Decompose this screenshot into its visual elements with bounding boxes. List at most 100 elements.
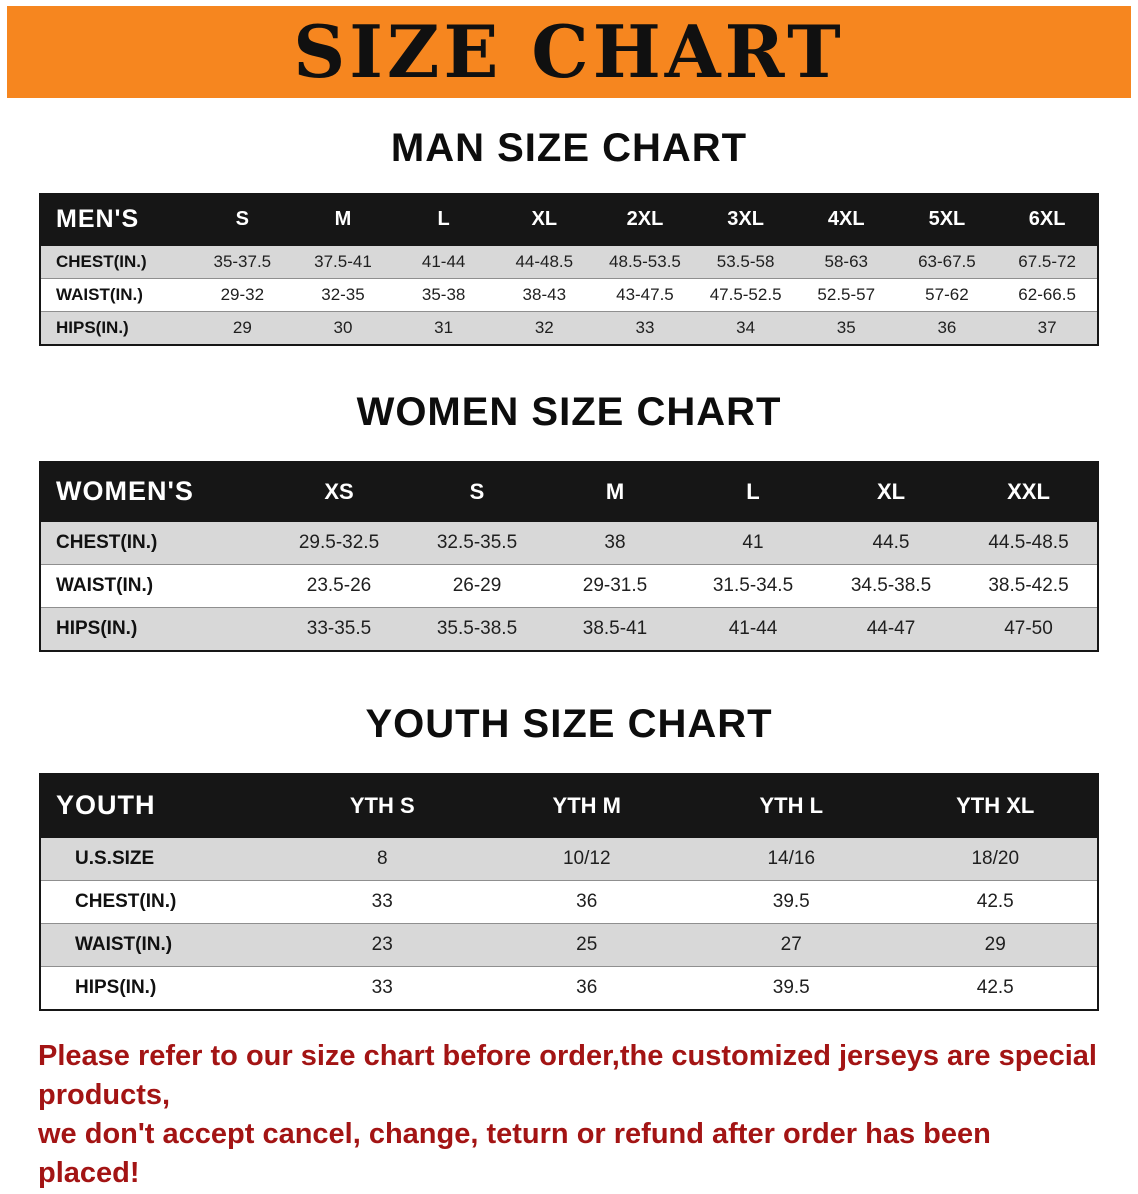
row-label-cell: HIPS(IN.): [40, 311, 192, 346]
value-cell: 35: [795, 311, 897, 346]
value-cell: 32.5-35.5: [408, 521, 546, 565]
page-title: SIZE CHART: [293, 9, 845, 94]
value-cell: 67.5-72: [997, 245, 1098, 279]
youth-section-heading: YOUTH SIZE CHART: [365, 702, 773, 746]
size-header-cell: 6XL: [997, 194, 1098, 246]
value-cell: 36: [484, 880, 689, 924]
value-cell: 44-47: [822, 607, 960, 652]
size-header-cell: S: [192, 194, 293, 246]
value-cell: 10/12: [484, 837, 689, 881]
value-cell: 32-35: [292, 278, 394, 312]
value-cell: 36: [484, 966, 689, 1011]
women-size-table: WOMEN'S XS S M L XL XXL CHEST(IN.) 29.5-32.5 32.5…: [39, 461, 1099, 652]
table-title-cell: YOUTH: [40, 774, 280, 838]
row-label-cell: WAIST(IN.): [40, 923, 280, 967]
value-cell: 29-32: [192, 278, 293, 312]
men-size-section: MAN SIZE CHART MEN'S S M L XL 2XL 3XL 4XL 5XL 6XL…: [0, 126, 1138, 346]
row-label-cell: WAIST(IN.): [40, 564, 270, 608]
value-cell: 41-44: [684, 607, 822, 652]
value-cell: 33-35.5: [270, 607, 408, 652]
size-header-cell: 4XL: [795, 194, 897, 246]
value-cell: 39.5: [689, 966, 894, 1011]
table-header-row: WOMEN'S XS S M L XL XXL: [40, 462, 1098, 522]
value-cell: 29: [893, 923, 1098, 967]
size-header-cell: L: [684, 462, 822, 522]
size-header-cell: YTH L: [689, 774, 894, 838]
value-cell: 37: [997, 311, 1098, 346]
row-label-cell: CHEST(IN.): [40, 880, 280, 924]
size-header-cell: L: [393, 194, 494, 246]
value-cell: 57-62: [896, 278, 998, 312]
value-cell: 31.5-34.5: [684, 564, 822, 608]
value-cell: 38.5-41: [546, 607, 684, 652]
value-cell: 36: [896, 311, 998, 346]
men-section-heading: MAN SIZE CHART: [390, 126, 748, 170]
table-row: CHEST(IN.) 35-37.5 37.5-41 41-44 44-48.5 48.5…: [40, 245, 1098, 279]
table-row: WAIST(IN.) 23 25 27 29: [40, 923, 1098, 967]
value-cell: 29: [192, 311, 293, 346]
value-cell: 34: [695, 311, 796, 346]
value-cell: 39.5: [689, 880, 894, 924]
table-row: U.S.SIZE 8 10/12 14/16 18/20: [40, 837, 1098, 881]
size-header-cell: XL: [493, 194, 595, 246]
value-cell: 33: [280, 880, 485, 924]
row-label-cell: U.S.SIZE: [40, 837, 280, 881]
men-size-table: MEN'S S M L XL 2XL 3XL 4XL 5XL 6XL CHEST(IN.) 35-37…: [39, 193, 1099, 346]
value-cell: 44.5-48.5: [960, 521, 1098, 565]
table-title-cell: WOMEN'S: [40, 462, 270, 522]
table-header-row: YOUTH YTH S YTH M YTH L YTH XL: [40, 774, 1098, 838]
value-cell: 63-67.5: [896, 245, 998, 279]
disclaimer-line-1: Please refer to our size chart before or…: [38, 1040, 1097, 1112]
table-title-cell: MEN'S: [40, 194, 192, 246]
value-cell: 38.5-42.5: [960, 564, 1098, 608]
row-label-cell: HIPS(IN.): [40, 607, 270, 652]
table-row: CHEST(IN.) 33 36 39.5 42.5: [40, 880, 1098, 924]
value-cell: 33: [594, 311, 696, 346]
size-header-cell: XS: [270, 462, 408, 522]
value-cell: 23.5-26: [270, 564, 408, 608]
size-header-cell: M: [292, 194, 394, 246]
size-header-cell: 5XL: [896, 194, 998, 246]
value-cell: 47-50: [960, 607, 1098, 652]
table-row: CHEST(IN.) 29.5-32.5 32.5-35.5 38 41 44.5 44.5…: [40, 521, 1098, 565]
size-header-cell: YTH XL: [893, 774, 1098, 838]
value-cell: 35-38: [393, 278, 494, 312]
value-cell: 23: [280, 923, 485, 967]
disclaimer: Please refer to our size chart before or…: [0, 1037, 1138, 1194]
value-cell: 34.5-38.5: [822, 564, 960, 608]
value-cell: 35-37.5: [192, 245, 293, 279]
size-chart-banner: SIZE CHART: [7, 6, 1131, 98]
table-header-row: MEN'S S M L XL 2XL 3XL 4XL 5XL 6XL: [40, 194, 1098, 246]
value-cell: 29.5-32.5: [270, 521, 408, 565]
row-label-cell: WAIST(IN.): [40, 278, 192, 312]
size-header-cell: XL: [822, 462, 960, 522]
youth-size-section: YOUTH SIZE CHART YOUTH YTH S YTH M YTH L YTH…: [0, 702, 1138, 1011]
value-cell: 31: [393, 311, 494, 346]
value-cell: 25: [484, 923, 689, 967]
value-cell: 27: [689, 923, 894, 967]
row-label-cell: CHEST(IN.): [40, 521, 270, 565]
value-cell: 42.5: [893, 880, 1098, 924]
value-cell: 44.5: [822, 521, 960, 565]
row-label-cell: HIPS(IN.): [40, 966, 280, 1011]
value-cell: 43-47.5: [594, 278, 696, 312]
size-header-cell: S: [408, 462, 546, 522]
size-header-cell: M: [546, 462, 684, 522]
disclaimer-line-2: we don't accept cancel, change, teturn o…: [38, 1118, 991, 1190]
value-cell: 18/20: [893, 837, 1098, 881]
value-cell: 26-29: [408, 564, 546, 608]
size-header-cell: XXL: [960, 462, 1098, 522]
table-row: HIPS(IN.) 33-35.5 35.5-38.5 38.5-41 41-44 44-…: [40, 607, 1098, 652]
youth-size-table: YOUTH YTH S YTH M YTH L YTH XL U.S.SIZE 8 10/12…: [39, 773, 1099, 1011]
size-header-cell: 3XL: [695, 194, 796, 246]
size-header-cell: YTH S: [280, 774, 485, 838]
value-cell: 52.5-57: [795, 278, 897, 312]
value-cell: 35.5-38.5: [408, 607, 546, 652]
value-cell: 32: [493, 311, 595, 346]
table-row: HIPS(IN.) 29 30 31 32 33 34 35 36 37: [40, 311, 1098, 346]
value-cell: 14/16: [689, 837, 894, 881]
value-cell: 38-43: [493, 278, 595, 312]
women-section-heading: WOMEN SIZE CHART: [356, 390, 782, 434]
value-cell: 42.5: [893, 966, 1098, 1011]
